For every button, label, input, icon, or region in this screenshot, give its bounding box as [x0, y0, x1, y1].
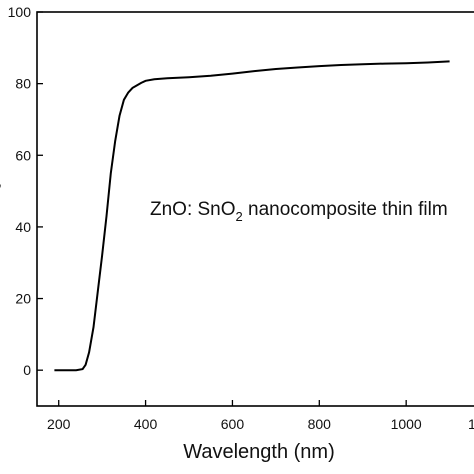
plot-frame	[36, 11, 474, 407]
x-tick-label: 1000	[391, 416, 422, 432]
x-axis-title: Wavelength (nm)	[183, 441, 335, 463]
series-line	[54, 60, 450, 372]
x-tick-label: 400	[134, 416, 158, 432]
x-axis-ticks: 200 400 600 800 1000	[47, 400, 422, 432]
y-tick-label: 40	[15, 219, 31, 235]
x-tick-label: 600	[221, 416, 245, 432]
annotation-subscript: 2	[236, 209, 243, 224]
y-tick-label: 0	[23, 362, 31, 378]
y-tick-label: 100	[8, 4, 32, 20]
y-tick-label: 60	[15, 147, 31, 163]
y-tick-label: 20	[15, 291, 31, 307]
y-axis-label-fragment: ,	[0, 173, 2, 189]
annotation-rest: nanocomposite thin film	[243, 199, 448, 220]
y-axis-ticks: 0 20 40 60 80 100	[8, 4, 43, 378]
y-tick-label: 80	[15, 76, 31, 92]
x-tick-label-clipped: 1	[468, 416, 474, 432]
annotation-main: ZnO: SnO	[150, 199, 236, 220]
x-tick-label: 800	[308, 416, 332, 432]
annotation-label: ZnO: SnO2 nanocomposite thin film	[150, 199, 448, 224]
x-tick-label: 200	[47, 416, 71, 432]
